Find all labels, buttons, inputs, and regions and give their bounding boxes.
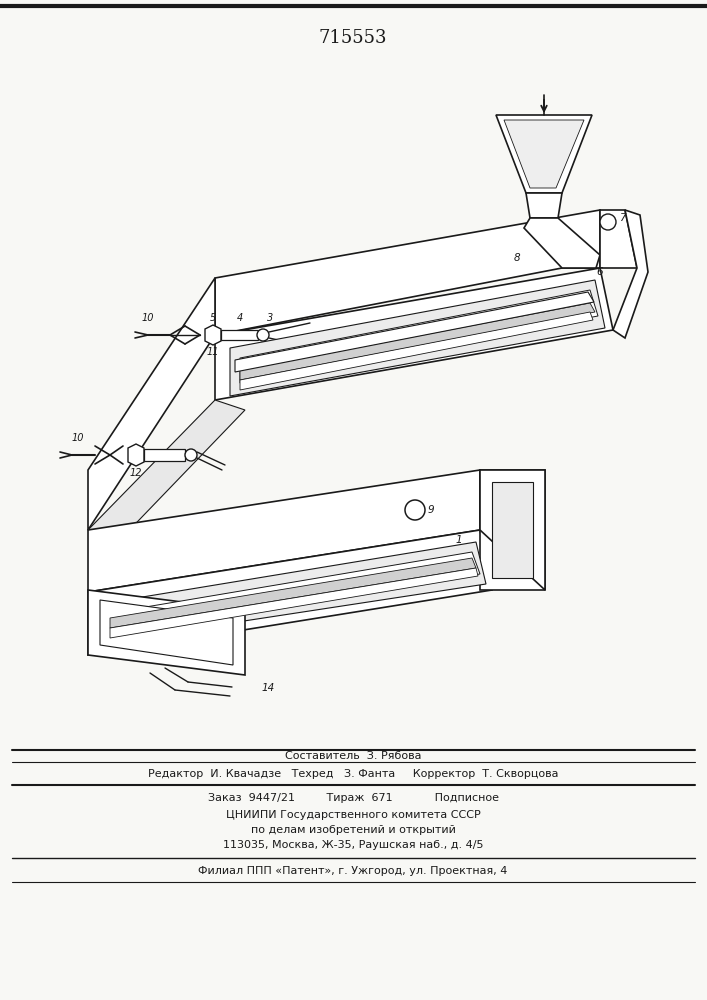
Polygon shape — [235, 292, 594, 372]
Circle shape — [405, 500, 425, 520]
Text: 9: 9 — [428, 505, 435, 515]
Polygon shape — [480, 470, 545, 590]
Text: 7: 7 — [619, 213, 626, 223]
Text: 113035, Москва, Ж-35, Раушская наб., д. 4/5: 113035, Москва, Ж-35, Раушская наб., д. … — [223, 840, 484, 850]
Text: 4: 4 — [237, 313, 243, 323]
Text: Редактор  И. Квачадзе   Техред   З. Фанта     Корректор  Т. Скворцова: Редактор И. Квачадзе Техред З. Фанта Кор… — [148, 769, 559, 779]
Polygon shape — [88, 530, 492, 655]
Polygon shape — [600, 210, 637, 268]
Polygon shape — [221, 330, 258, 340]
Text: 3: 3 — [267, 313, 273, 323]
Text: 1: 1 — [455, 535, 462, 545]
Text: 14: 14 — [262, 683, 275, 693]
Polygon shape — [240, 290, 598, 383]
Text: Составитель  З. Рябова: Составитель З. Рябова — [285, 751, 421, 761]
Text: 11: 11 — [206, 347, 219, 357]
Text: 8: 8 — [513, 253, 520, 263]
Polygon shape — [492, 482, 533, 578]
Text: 715553: 715553 — [319, 29, 387, 47]
Polygon shape — [215, 268, 613, 400]
Polygon shape — [504, 120, 584, 188]
Text: 2: 2 — [292, 350, 298, 360]
Polygon shape — [88, 590, 245, 675]
Polygon shape — [205, 325, 221, 345]
Polygon shape — [110, 552, 480, 635]
Polygon shape — [480, 470, 545, 590]
Polygon shape — [110, 568, 478, 638]
Polygon shape — [240, 303, 595, 380]
Polygon shape — [240, 312, 593, 390]
Text: ЦНИИПИ Государственного комитета СССР: ЦНИИПИ Государственного комитета СССР — [226, 810, 480, 820]
Text: 10: 10 — [71, 433, 84, 443]
Polygon shape — [524, 218, 600, 268]
Polygon shape — [88, 278, 215, 530]
Circle shape — [600, 214, 616, 230]
Text: Филиал ППП «Патент», г. Ужгород, ул. Проектная, 4: Филиал ППП «Патент», г. Ужгород, ул. Про… — [198, 866, 508, 876]
Polygon shape — [88, 400, 245, 545]
Text: 5: 5 — [210, 313, 216, 323]
Circle shape — [257, 329, 269, 341]
Polygon shape — [144, 449, 185, 461]
Polygon shape — [613, 210, 648, 338]
Polygon shape — [526, 193, 562, 218]
Polygon shape — [496, 115, 592, 193]
Polygon shape — [88, 470, 480, 592]
Text: 6: 6 — [596, 267, 602, 277]
Polygon shape — [128, 444, 144, 466]
Polygon shape — [100, 542, 486, 643]
Circle shape — [185, 449, 197, 461]
Polygon shape — [230, 280, 605, 396]
Text: Заказ  9447/21         Тираж  671            Подписное: Заказ 9447/21 Тираж 671 Подписное — [207, 793, 498, 803]
Polygon shape — [215, 210, 600, 335]
Text: 12: 12 — [130, 468, 142, 478]
Text: по делам изобретений и открытий: по делам изобретений и открытий — [250, 825, 455, 835]
Polygon shape — [100, 600, 233, 665]
Polygon shape — [110, 558, 476, 628]
Text: 13: 13 — [458, 565, 472, 575]
Text: 10: 10 — [141, 313, 154, 323]
